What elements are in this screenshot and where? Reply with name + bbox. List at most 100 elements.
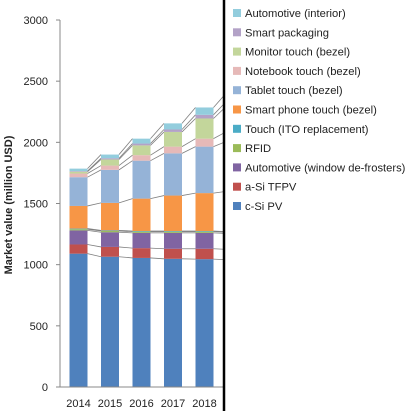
series-connector (118, 145, 133, 160)
series-connector (181, 146, 196, 154)
legend-swatch (233, 86, 241, 95)
series-connector (87, 230, 102, 233)
y-tick-label: 2500 (24, 76, 48, 88)
series-connector (181, 192, 196, 196)
bar-segment-automotive-interior (195, 107, 214, 115)
x-tick-label: 2015 (98, 398, 122, 410)
x-tick-label: 2017 (161, 398, 185, 410)
bar-segment-notebook-touch-bezel (132, 155, 151, 161)
bar-segment-automotive-interior (101, 154, 119, 159)
bar-segment-smart-packaging (164, 129, 182, 132)
legend: Automotive (interior) Smart packaging Moni… (233, 8, 406, 213)
y-tick-label: 0 (42, 382, 48, 394)
series-connector (150, 257, 165, 260)
legend-label: Automotive (window de-frosters) (245, 162, 406, 174)
legend-label: RFID (245, 143, 271, 155)
bar-segment-monitor-touch-bezel (101, 159, 119, 166)
bar-segment-touch-ito-replacement (195, 231, 214, 232)
legend-label: c-Si PV (245, 201, 283, 213)
bar-segment-c-si-pv (101, 256, 119, 387)
legend-label: Smart packaging (245, 27, 329, 39)
x-tick-label: 2018 (192, 398, 216, 410)
legend-swatch (233, 105, 241, 114)
series-connector (87, 154, 102, 169)
bar-segment-tablet-touch-bezel (101, 169, 119, 203)
bar-segment-rfid (69, 229, 88, 231)
bar-segment-notebook-touch-bezel (101, 165, 119, 170)
bar-segment-touch-ito-replacement (132, 231, 151, 232)
bar-segment-monitor-touch-bezel (132, 145, 151, 156)
bar-segment-c-si-pv (164, 258, 182, 387)
series-connector (118, 143, 133, 159)
bar-segment-smart-phone-touch-bezel (164, 195, 182, 232)
series-connector (118, 154, 133, 166)
bar-segment-smart-packaging (132, 143, 151, 146)
series-connector (118, 256, 133, 259)
bar-segment-smart-phone-touch-bezel (132, 198, 151, 232)
y-tick-label: 2000 (24, 137, 48, 149)
bar-segment-automotive-interior (132, 138, 151, 144)
bar-segment-monitor-touch-bezel (164, 131, 182, 147)
legend-swatch (233, 66, 241, 75)
bar-segment-a-si-tfpv (101, 246, 119, 257)
bar-segment-smart-packaging (69, 171, 88, 172)
bar-segment-automotive-window-de-frosters (132, 232, 151, 249)
bar-segment-a-si-tfpv (195, 248, 214, 260)
bar-segment-tablet-touch-bezel (69, 177, 88, 206)
bar-segment-automotive-window-de-frosters (195, 232, 214, 249)
bar-segment-a-si-tfpv (164, 248, 182, 259)
series-connector (87, 228, 102, 232)
legend-swatch (233, 182, 241, 191)
legend-label: Notebook touch (bezel) (245, 66, 361, 78)
bar-segment-rfid (132, 231, 151, 233)
legend-label: Automotive (interior) (245, 8, 346, 20)
x-tick-label: 2014 (66, 398, 90, 410)
series-connector (150, 123, 165, 139)
legend-swatch (233, 163, 241, 172)
series-connector (87, 159, 102, 172)
y-tick-label: 3000 (24, 15, 48, 27)
legend-swatch (233, 47, 241, 56)
legend-label: Touch (ITO replacement) (245, 124, 369, 136)
series-connector (118, 160, 133, 171)
y-tick-label: 500 (30, 321, 48, 333)
series-connector (87, 169, 102, 178)
series-connector (118, 231, 133, 234)
bar-segment-c-si-pv (195, 259, 214, 387)
legend-label: Tablet touch (bezel) (245, 85, 343, 97)
legend-label: Smart phone touch (bezel) (245, 105, 377, 117)
bar-segment-smart-packaging (101, 158, 119, 160)
x-tick-label: 2016 (129, 398, 153, 410)
legend-swatch (233, 144, 241, 153)
bar-segment-automotive-window-de-frosters (69, 230, 88, 245)
bar-segment-touch-ito-replacement (101, 230, 119, 232)
legend-background (223, 0, 420, 411)
legend-label: a-Si TFPV (245, 182, 297, 194)
series-connector (150, 152, 165, 162)
bar-segment-c-si-pv (69, 253, 88, 387)
series-connector (118, 246, 133, 249)
bar-segment-tablet-touch-bezel (132, 160, 151, 199)
series-connector (87, 202, 102, 207)
series-connector (118, 230, 133, 232)
series-connector (87, 228, 102, 231)
bar-segment-a-si-tfpv (132, 248, 151, 258)
bar-segment-automotive-interior (164, 123, 182, 130)
bar-segment-automotive-window-de-frosters (101, 232, 119, 247)
series-connector (87, 244, 102, 248)
series-connector (150, 131, 165, 146)
bar-segment-automotive-window-de-frosters (164, 232, 182, 249)
bar-segment-smart-phone-touch-bezel (69, 205, 88, 229)
legend-label: Monitor touch (bezel) (245, 47, 350, 59)
series-connector (150, 247, 165, 250)
bar-segment-smart-phone-touch-bezel (195, 193, 214, 232)
bar-segment-monitor-touch-bezel (69, 171, 88, 174)
bar-segment-rfid (164, 231, 182, 233)
series-connector (150, 129, 165, 144)
bar-segment-c-si-pv (132, 257, 151, 387)
series-connector (87, 165, 102, 174)
bar-segment-monitor-touch-bezel (195, 118, 214, 139)
bar-segment-automotive-interior (69, 168, 88, 172)
bar-segment-rfid (195, 231, 214, 233)
